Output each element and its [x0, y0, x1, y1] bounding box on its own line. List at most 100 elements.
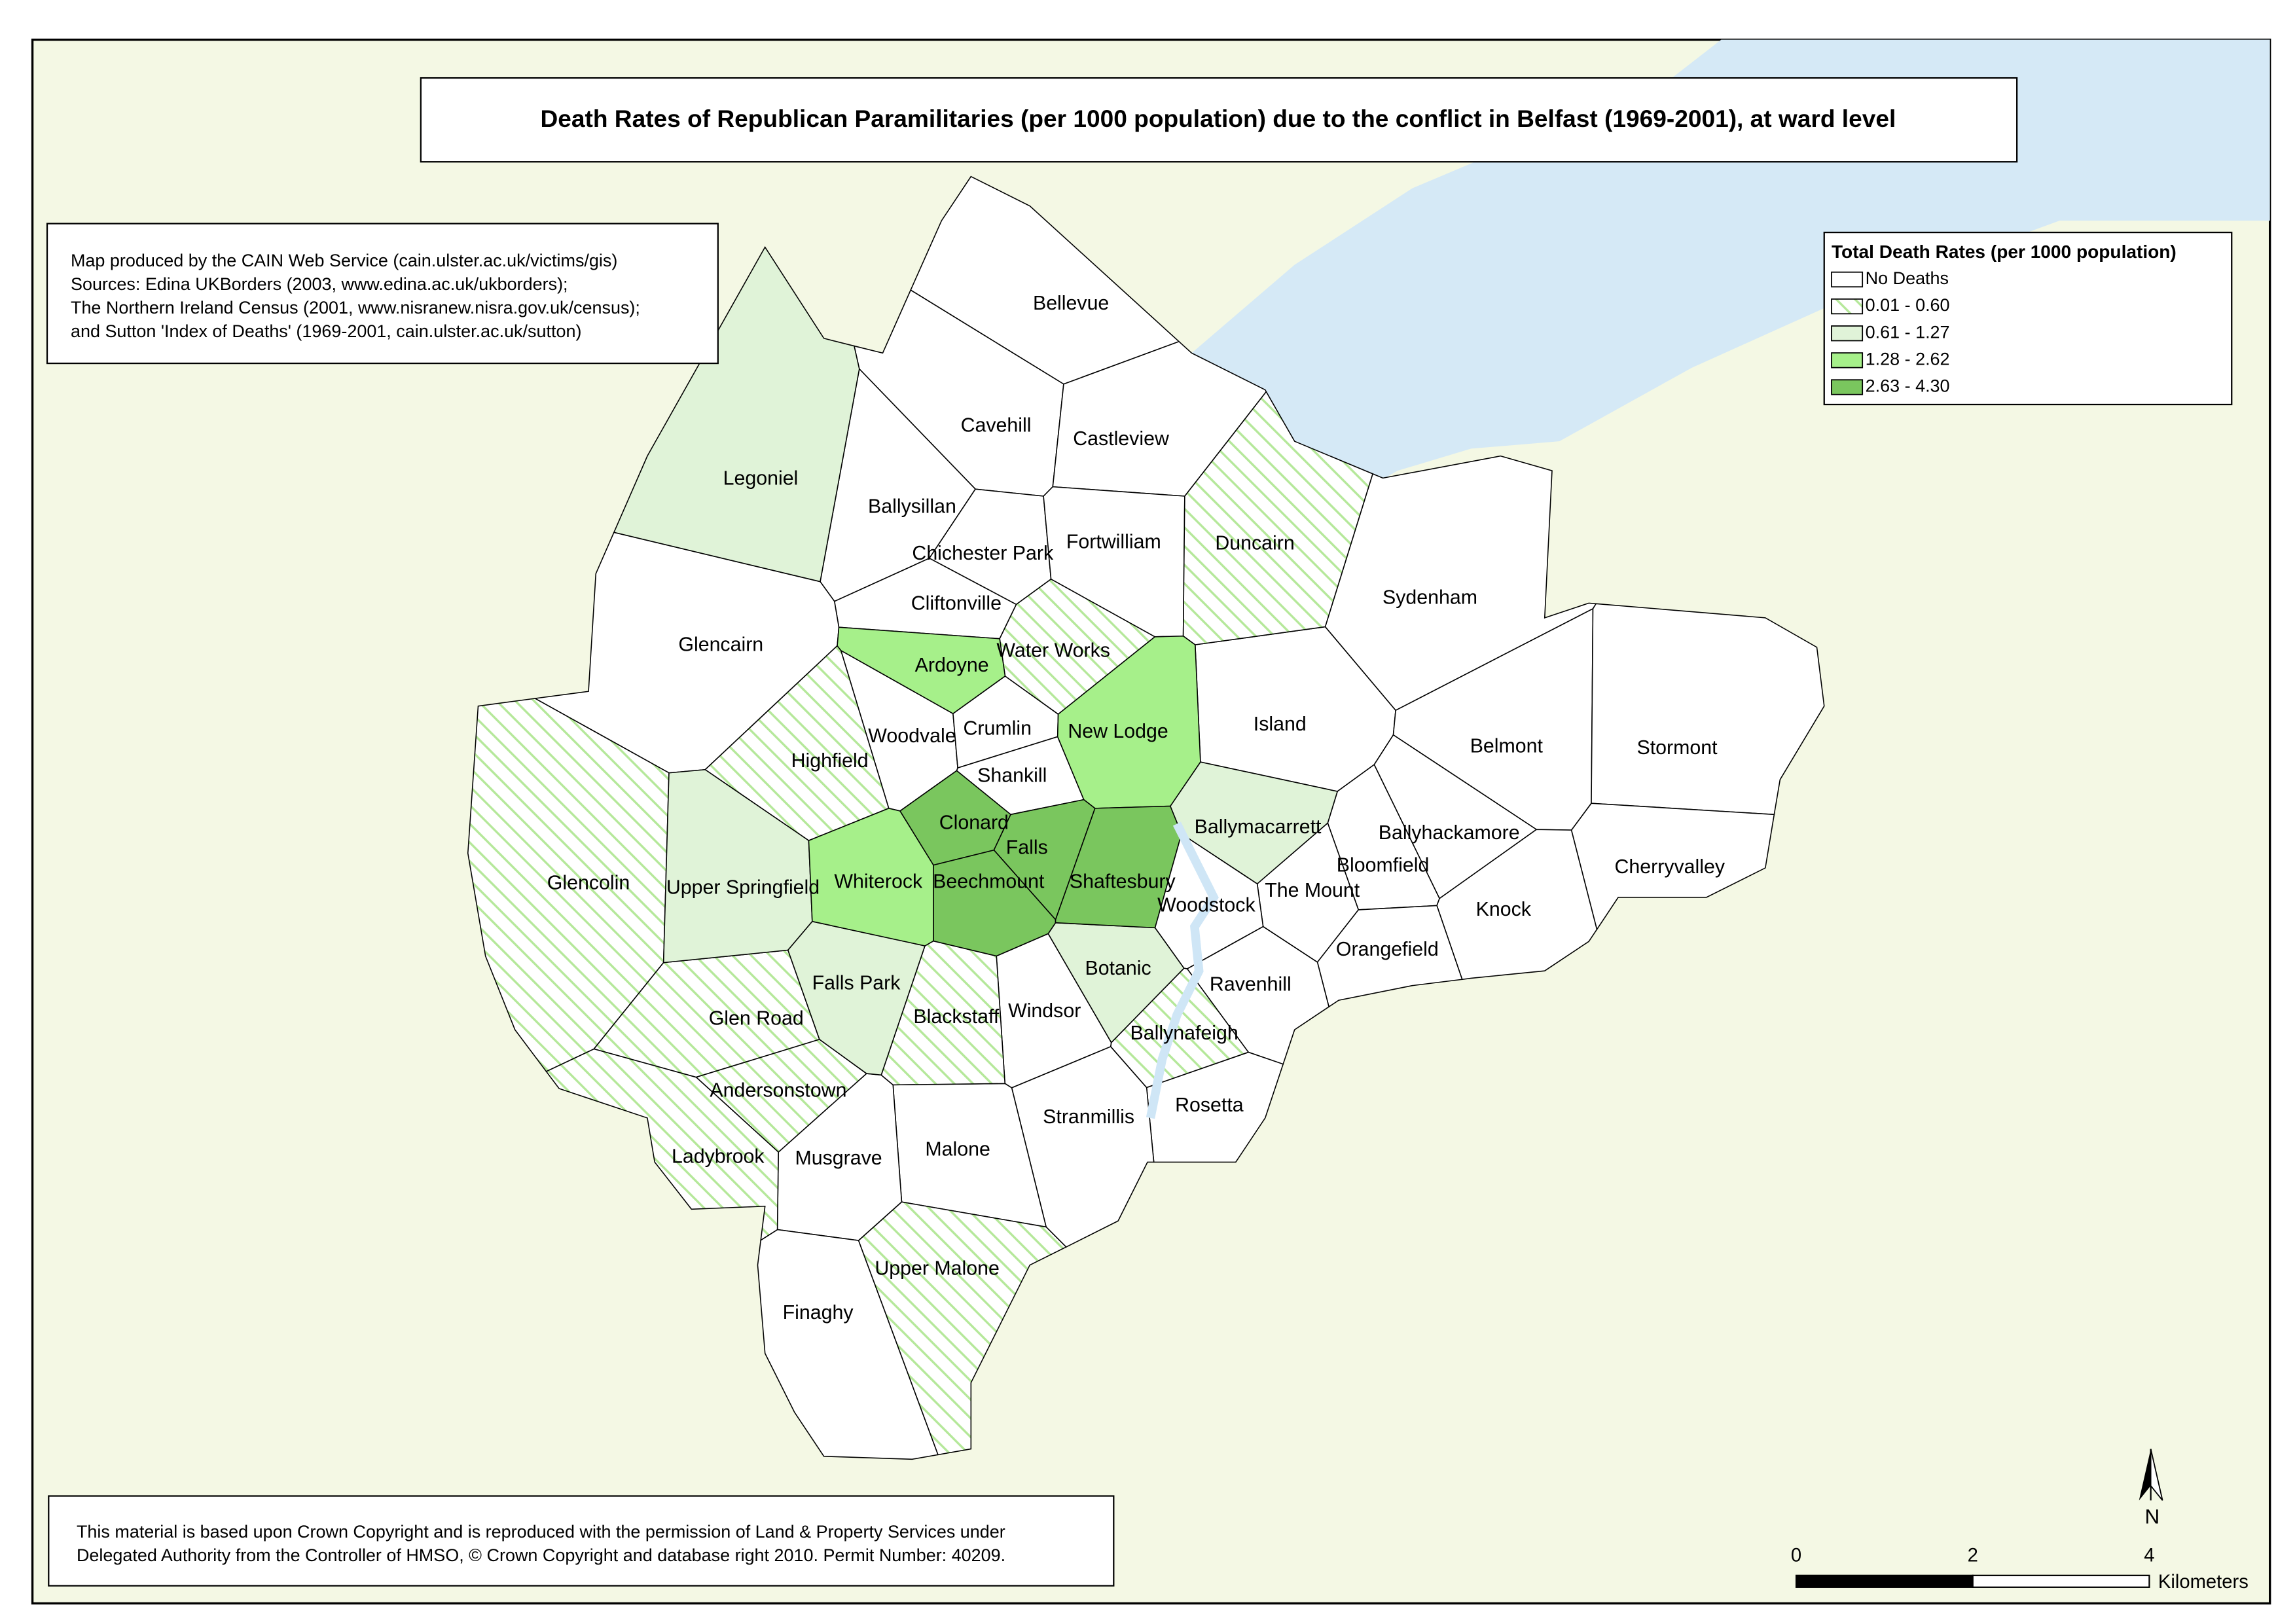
ward-label: Stormont — [1636, 737, 1718, 759]
ward — [545, 1048, 779, 1242]
ward — [933, 849, 1057, 957]
scale-tick-label: 0 — [1791, 1545, 1801, 1566]
ward — [613, 246, 860, 583]
ward-label: Beechmount — [933, 871, 1045, 892]
legend-label: 0.01 - 0.60 — [1866, 295, 1950, 315]
ward — [1055, 805, 1182, 929]
ward-label: Castleview — [1073, 428, 1169, 450]
ward — [858, 1201, 1068, 1456]
river — [1146, 821, 1219, 1119]
ward-label: Orangefield — [1336, 939, 1439, 960]
credit-line: The Northern Ireland Census (2001, www.n… — [71, 298, 640, 317]
ward-label: New Lodge — [1068, 721, 1168, 742]
ward-label: Whiterock — [834, 871, 923, 892]
scale-tick-label: 4 — [2144, 1545, 2154, 1566]
credits: Map produced by the CAIN Web Service (ca… — [71, 251, 640, 341]
legend-label: 2.63 - 4.30 — [1866, 376, 1950, 396]
ward-label: Knock — [1476, 899, 1532, 920]
credit-line: Sources: Edina UKBorders (2003, www.edin… — [71, 274, 568, 294]
ward-label: Glen Road — [709, 1007, 804, 1029]
ward-label: The Mount — [1265, 880, 1360, 901]
ward-label: Blackstaff — [913, 1006, 999, 1028]
ward-label: Duncairn — [1215, 533, 1294, 554]
legend-label: 1.28 - 2.62 — [1866, 349, 1950, 369]
ward-label: Belmont — [1470, 736, 1544, 757]
ward-label: Shankill — [977, 765, 1047, 787]
ward-label: Rosetta — [1175, 1094, 1244, 1116]
ward-label: Falls Park — [812, 972, 901, 994]
ward-label: Bellevue — [1033, 293, 1109, 314]
legend-swatch — [1831, 352, 1864, 369]
legend-label: No Deaths — [1866, 268, 1949, 288]
legend-label: 0.61 - 1.27 — [1866, 322, 1950, 342]
ward-label: Windsor — [1008, 1000, 1081, 1022]
ward-label: Cavehill — [961, 415, 1032, 437]
copyright-box — [48, 1495, 1115, 1587]
copyright-line: This material is based upon Crown Copyri… — [77, 1522, 1005, 1542]
ward-label: Sydenham — [1382, 587, 1477, 609]
ward — [1570, 803, 1775, 931]
wards — [467, 175, 1825, 1460]
ward-label: Stranmillis — [1043, 1106, 1134, 1128]
ward-label: Glencolin — [547, 873, 630, 894]
copyright-line: Delegated Authority from the Controller … — [77, 1545, 1005, 1565]
map-title: Death Rates of Republican Paramilitaries… — [540, 105, 1896, 132]
ward-label: Water Works — [996, 640, 1110, 662]
ward-label: Cliftonville — [911, 593, 1002, 615]
ward-label: Woodvale — [868, 725, 956, 747]
legend-box — [1823, 231, 2233, 406]
ward-label: Legoniel — [723, 468, 799, 490]
legend-swatch — [1831, 379, 1864, 395]
ward-label: Upper Springfield — [666, 876, 820, 898]
ward — [1182, 391, 1374, 645]
ward-label: Ardoyne — [915, 655, 989, 676]
credit-line: and Sutton 'Index of Deaths' (1969-2001,… — [71, 321, 581, 341]
ward-label: Ravenhill — [1210, 974, 1292, 996]
ward-label: Bloomfield — [1337, 855, 1430, 876]
legend-swatch — [1831, 298, 1864, 315]
ward-label: Malone — [925, 1138, 990, 1160]
ward-label: Botanic — [1085, 958, 1151, 979]
ward-label: Fortwilliam — [1066, 531, 1161, 552]
ward-label: Crumlin — [964, 718, 1032, 740]
scale-unit: Kilometers — [2158, 1572, 2249, 1593]
ward-label: Highfield — [791, 750, 869, 772]
ward-label: Island — [1254, 713, 1307, 735]
ward-label: Ballysillan — [868, 496, 956, 517]
ward-label: Shaftesbury — [1070, 871, 1176, 892]
ward — [1591, 603, 1825, 816]
legend-swatch — [1831, 325, 1864, 342]
legend-title: Total Death Rates (per 1000 population) — [1832, 242, 2177, 262]
ward-label: Musgrave — [795, 1147, 882, 1169]
ward-label: Finaghy — [783, 1302, 854, 1324]
credits-box — [46, 223, 719, 365]
ward-label: Clonard — [939, 812, 1009, 833]
scale-segment — [1972, 1574, 2150, 1588]
ward-label: Andersonstown — [710, 1079, 846, 1101]
ward-label: Ballymacarrett — [1195, 816, 1322, 838]
ward — [757, 1229, 939, 1460]
title-box — [420, 77, 2018, 163]
credit-line: Map produced by the CAIN Web Service (ca… — [71, 251, 617, 270]
legend: No Deaths 0.01 - 0.60 0.61 - 1.27 1.28 - 2.… — [1831, 268, 1950, 396]
ward — [837, 626, 1006, 715]
north-label: N — [2145, 1506, 2160, 1528]
ward-label: Chichester Park — [912, 543, 1054, 564]
ward-label: Ladybrook — [672, 1146, 765, 1168]
ward-label: Cherryvalley — [1615, 856, 1726, 878]
ward-label: Woodstock — [1157, 894, 1256, 916]
ward-label: Glencairn — [678, 634, 763, 656]
ward-label: Ballynafeigh — [1130, 1022, 1238, 1044]
ward-label: Upper Malone — [875, 1257, 1000, 1279]
legend-swatch — [1831, 271, 1864, 288]
ward-label: Falls — [1006, 837, 1048, 859]
ward-label: Ballyhackamore — [1379, 822, 1520, 844]
scale-segment — [1795, 1574, 1974, 1588]
copyright: This material is based upon Crown Copyri… — [77, 1522, 1005, 1565]
north-arrow-head — [2150, 1449, 2163, 1501]
ward-labels: Bellevue Cavehill Castleview Ballysillan Chi… — [547, 293, 1726, 1324]
scale-tick-label: 2 — [1968, 1545, 1978, 1566]
